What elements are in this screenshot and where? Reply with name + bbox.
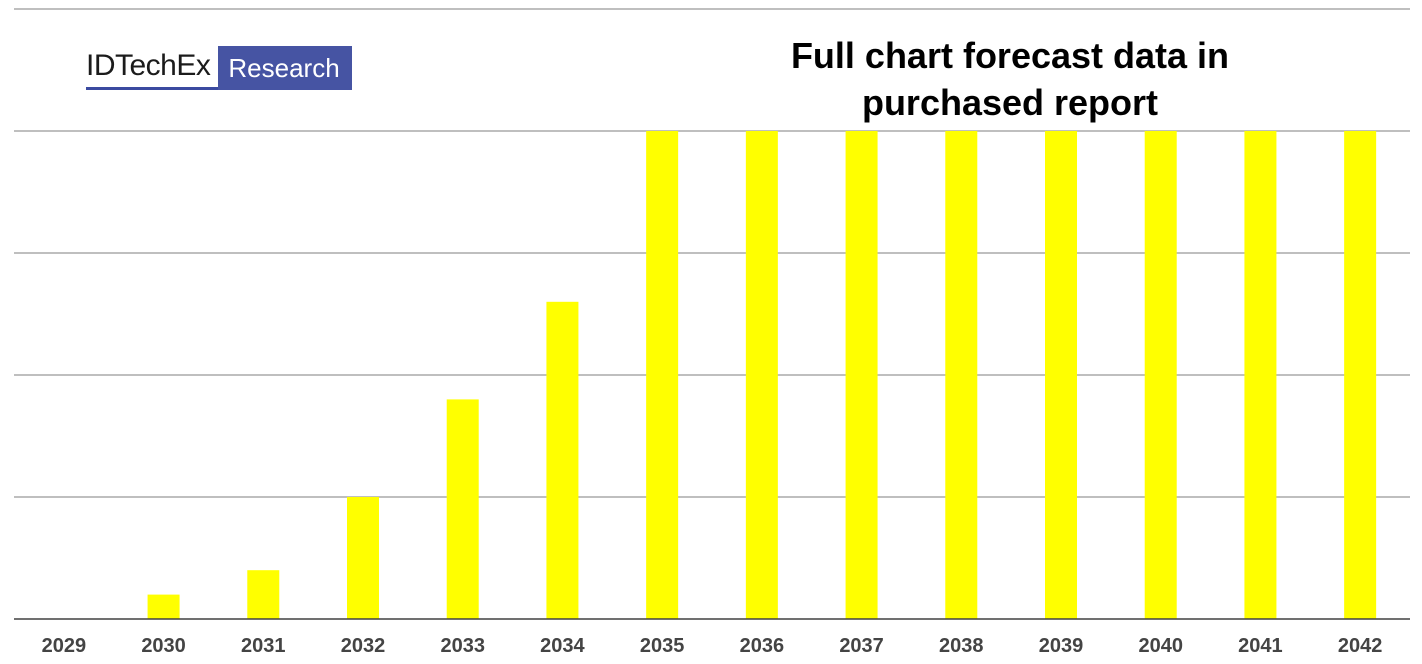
logo-wordmark: IDTechEx [86, 46, 219, 90]
bar-2037 [845, 131, 878, 619]
x-tick-label: 2039 [1039, 635, 1084, 657]
x-tick-label: 2033 [440, 635, 485, 657]
x-tick-label: 2042 [1338, 635, 1383, 657]
x-tick-label: 2031 [241, 635, 286, 657]
bar-2042 [1344, 131, 1377, 619]
logo-research-tag: Research [218, 46, 352, 90]
chart-title: Full chart forecast data in purchased re… [740, 32, 1280, 126]
bar-2031 [247, 570, 280, 619]
x-tick-label: 2038 [939, 635, 984, 657]
bar-2034 [546, 301, 579, 619]
bar-2041 [1244, 131, 1277, 619]
idtechex-logo: IDTechEx Research [86, 46, 352, 90]
bar-2032 [347, 497, 379, 619]
x-tick-label: 2036 [740, 635, 785, 657]
x-tick-label: 2040 [1138, 635, 1183, 657]
x-tick-label: 2032 [341, 635, 386, 657]
bar-2040 [1144, 131, 1177, 619]
bar-2036 [745, 131, 778, 619]
bar-2038 [945, 131, 978, 619]
chart-title-line-2: purchased report [861, 82, 1159, 123]
x-tick-label: 2034 [540, 635, 585, 657]
x-tick-label: 2041 [1238, 635, 1283, 657]
chart-title-line-1: Full chart forecast data in [790, 35, 1230, 76]
bar-2039 [1045, 131, 1077, 619]
x-tick-label: 2030 [141, 635, 186, 657]
bar-2033 [446, 399, 479, 619]
x-tick-label: 2029 [42, 635, 87, 657]
bar-2035 [646, 131, 679, 619]
x-tick-label: 2035 [640, 635, 685, 657]
bar-2030 [147, 594, 180, 619]
x-tick-label: 2037 [839, 635, 884, 657]
